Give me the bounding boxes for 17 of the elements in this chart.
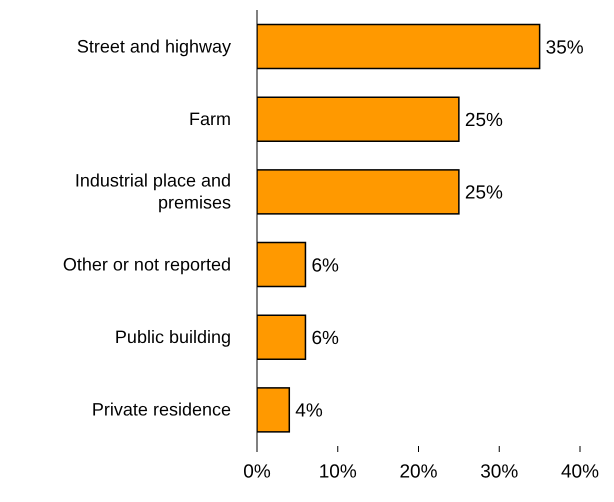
data-label: 6% — [311, 328, 340, 349]
y-tick-label: Other or not reported — [62, 254, 231, 274]
x-tick-label: 10% — [318, 461, 357, 482]
x-tick-label: 30% — [480, 461, 518, 482]
data-label: 35% — [546, 37, 584, 58]
y-tick-label: Industrial place and premises — [74, 170, 231, 213]
x-tick-label: 20% — [399, 461, 438, 482]
x-tick-label: 40% — [560, 461, 600, 482]
y-tick-label: Farm — [189, 109, 231, 129]
y-tick-label: Private residence — [92, 400, 231, 420]
data-label: 25% — [464, 110, 504, 131]
data-label: 25% — [464, 182, 504, 204]
y-tick-label: Public building — [114, 327, 231, 347]
data-label: 6% — [311, 255, 340, 276]
data-label: 4% — [295, 400, 323, 422]
y-tick-label: Street and highway — [76, 36, 231, 56]
x-tick-label: 0% — [243, 461, 271, 482]
